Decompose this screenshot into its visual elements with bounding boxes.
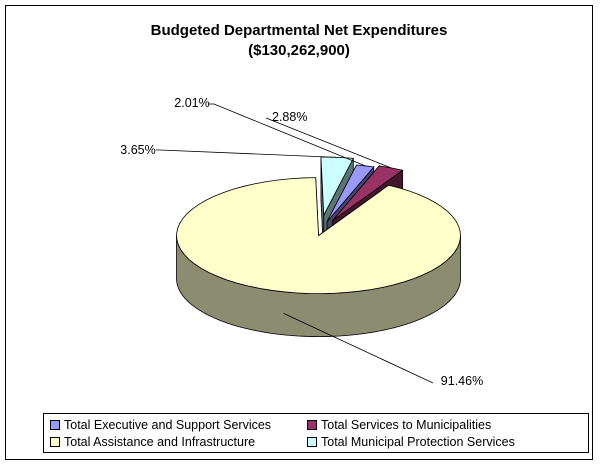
- legend-swatch: [50, 420, 60, 430]
- pie-slice: [176, 177, 461, 295]
- chart-title-line: Budgeted Departmental Net Expenditures: [150, 22, 448, 39]
- chart-title: Budgeted Departmental Net Expenditures (…: [6, 21, 592, 61]
- legend-label: Total Executive and Support Services: [64, 418, 272, 432]
- data-label: 91.46%: [441, 374, 483, 388]
- pie-slice: [326, 164, 375, 223]
- legend-swatch: [307, 437, 317, 447]
- legend-swatch: [307, 420, 317, 430]
- legend-label: Total Municipal Protection Services: [321, 435, 515, 449]
- leader-line: [283, 312, 434, 384]
- legend-swatch: [50, 437, 60, 447]
- legend-label: Total Services to Municipalities: [321, 418, 492, 432]
- data-label: 2.01%: [174, 96, 209, 110]
- leader-line: [156, 149, 338, 158]
- legend-item-municipalities: Total Services to Municipalities: [307, 418, 491, 432]
- legend-label: Total Assistance and Infrastructure: [64, 435, 256, 449]
- legend-item-executive: Total Executive and Support Services: [50, 418, 271, 432]
- pie-slice: [332, 165, 404, 222]
- data-label: 2.88%: [272, 110, 307, 124]
- legend: Total Executive and Support Services Tot…: [43, 413, 589, 453]
- leader-line: [208, 103, 366, 167]
- legend-item-protection: Total Municipal Protection Services: [307, 435, 515, 449]
- leader-line: [265, 117, 392, 169]
- legend-item-assistance: Total Assistance and Infrastructure: [50, 435, 255, 449]
- chart-subtitle-line: ($130,262,900): [248, 42, 350, 59]
- data-label: 3.65%: [120, 143, 155, 157]
